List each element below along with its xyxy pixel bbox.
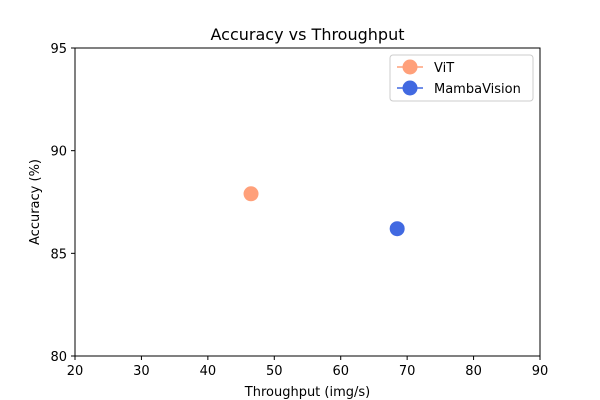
x-tick-label: 20 (67, 364, 84, 379)
y-tick-label: 85 (50, 247, 67, 262)
x-tick-label: 30 (133, 364, 150, 379)
y-tick-label: 80 (50, 350, 67, 365)
chart-title: Accuracy vs Throughput (211, 25, 405, 44)
x-tick-label: 40 (200, 364, 217, 379)
data-points (243, 186, 405, 237)
data-point-mambavision (389, 221, 405, 237)
data-point-vit (243, 186, 259, 202)
legend-label-vit: ViT (434, 61, 454, 76)
x-tick-label: 90 (532, 364, 549, 379)
legend-box (389, 54, 534, 102)
plot-area-frame (74, 47, 541, 357)
y-tick-label: 90 (50, 145, 67, 160)
x-tick-label: 60 (332, 364, 349, 379)
y-tick-label: 95 (50, 42, 67, 57)
x-tick-label: 70 (399, 364, 416, 379)
legend: ViT MambaVision (389, 54, 534, 102)
legend-marker-mambavision (402, 80, 418, 96)
x-tick-label: 50 (266, 364, 283, 379)
x-axis-label: Throughput (img/s) (244, 385, 370, 400)
legend-label-mambavision: MambaVision (434, 82, 521, 97)
x-tick-label: 80 (465, 364, 482, 379)
axis-ticks: 20 30 40 50 60 70 80 90 80 85 90 95 (50, 42, 548, 379)
legend-marker-vit (402, 59, 418, 75)
y-axis-label: Accuracy (%) (28, 159, 43, 245)
